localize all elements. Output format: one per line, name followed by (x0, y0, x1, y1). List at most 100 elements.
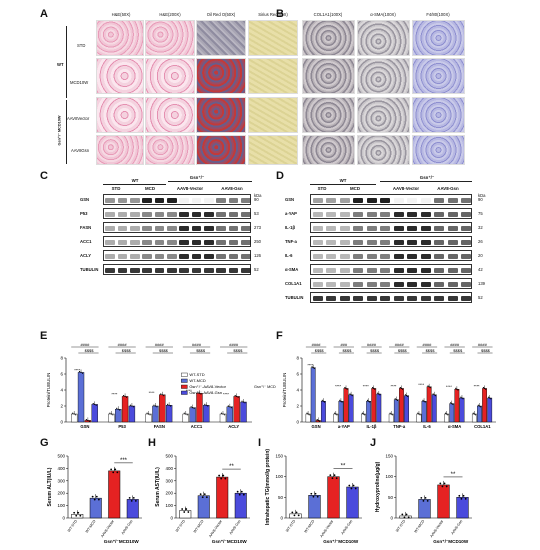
sig-top: #### (312, 342, 322, 347)
data-point (131, 405, 133, 407)
data-point (377, 392, 379, 394)
data-point (407, 395, 409, 397)
blot-band (434, 198, 445, 203)
data-point (369, 401, 371, 403)
data-point (149, 414, 151, 416)
bar (128, 405, 136, 423)
data-point (395, 399, 397, 401)
data-point (477, 404, 479, 406)
data-point (187, 511, 190, 513)
data-point (424, 401, 426, 403)
data-point (134, 500, 137, 502)
blot-band (447, 268, 458, 273)
data-point (472, 412, 474, 414)
sig-stars: **** (186, 389, 192, 393)
bar (327, 476, 340, 519)
legend-group: Gsn⁺/⁻ MCD10W (254, 385, 276, 389)
bar (165, 404, 173, 423)
y-tick-label: 0 (62, 516, 65, 521)
x-tick-label: TNF-a (393, 424, 406, 429)
blot-band (312, 226, 323, 231)
sig-top: #### (155, 342, 165, 347)
sig-mid: $$$$ (342, 348, 352, 353)
d-line-ko (380, 181, 472, 182)
blot-strip (310, 208, 472, 219)
blot-band (380, 226, 391, 231)
blot-kda-tubulin: 52 (254, 267, 259, 272)
blot-band (312, 282, 323, 287)
data-point (313, 367, 315, 369)
data-point (378, 393, 380, 395)
blot-band (434, 254, 445, 259)
blot-band (420, 254, 431, 259)
blot-band (179, 198, 189, 203)
y-tick-label: 2 (60, 404, 63, 409)
blot-kda-tnf-a: 26 (478, 239, 483, 244)
blot-band (407, 212, 418, 217)
tile-sirius-mcd (248, 58, 298, 94)
sig-top: #### (450, 342, 460, 347)
header-sma: α-SMA(100X) (370, 12, 396, 17)
x-tick-label: AAV8-Vector (208, 519, 223, 539)
d-group-ko: Gsn⁺/⁻ (419, 175, 435, 180)
data-point (429, 387, 431, 389)
blot-band (461, 212, 472, 217)
data-point (80, 371, 82, 373)
data-point (451, 403, 453, 405)
blot-kda-col1a1: 139 (478, 281, 485, 286)
blot-band (380, 296, 391, 301)
data-point (464, 497, 467, 500)
blot-band (130, 254, 140, 259)
data-point (420, 497, 423, 499)
blot-kda-acc1: 250 (254, 239, 261, 244)
blot-band (366, 268, 377, 273)
data-point (237, 396, 239, 398)
blot-band (167, 240, 177, 245)
blot-band (461, 268, 472, 273)
tile-sirius-vec (248, 97, 298, 133)
blot-band (117, 198, 128, 203)
data-point (316, 419, 318, 421)
blot-band (216, 198, 226, 203)
data-point (73, 413, 75, 415)
data-point (160, 393, 162, 395)
data-point (132, 406, 135, 408)
data-point (185, 413, 187, 415)
data-point (240, 490, 243, 493)
sig-top: #### (229, 342, 239, 347)
chart-h: 0 100 200 300 400 500 Serum AST(IU/L) WT-STD WT-… (155, 454, 250, 544)
tile-f480-gsn (412, 135, 465, 165)
data-point (85, 419, 87, 421)
tile-f480-mcd (412, 58, 465, 94)
blot-band (380, 282, 391, 287)
blot-band (366, 240, 377, 245)
data-point (88, 420, 90, 422)
data-point (223, 414, 226, 416)
data-point (485, 388, 487, 390)
blot-band (216, 240, 226, 245)
data-point (201, 496, 204, 499)
data-point (419, 414, 421, 416)
bar (376, 393, 382, 423)
blot-band (142, 240, 152, 245)
panel-label-j: J (370, 437, 377, 449)
blot-strip (103, 208, 251, 219)
x-tick-label: AAV8-Gsn (121, 519, 134, 535)
tile-he50-mcd (96, 58, 144, 94)
sig-stars: *** (120, 458, 128, 464)
y-axis-label: Protein/TUBULIN (46, 373, 51, 408)
x-tick-label: IL-6 (423, 424, 431, 429)
y-tick-label: 0 (280, 516, 283, 521)
sig-top: #### (395, 342, 405, 347)
data-point (124, 395, 126, 397)
bar (404, 395, 409, 423)
blot-band (204, 198, 214, 203)
data-point (72, 412, 74, 414)
blot-band (204, 268, 214, 273)
data-point (170, 405, 172, 407)
data-point (236, 490, 239, 493)
panel-label-h: H (148, 437, 156, 449)
d-group-wt: WT (339, 178, 347, 183)
blot-band (461, 282, 472, 287)
blot-band (179, 268, 189, 273)
